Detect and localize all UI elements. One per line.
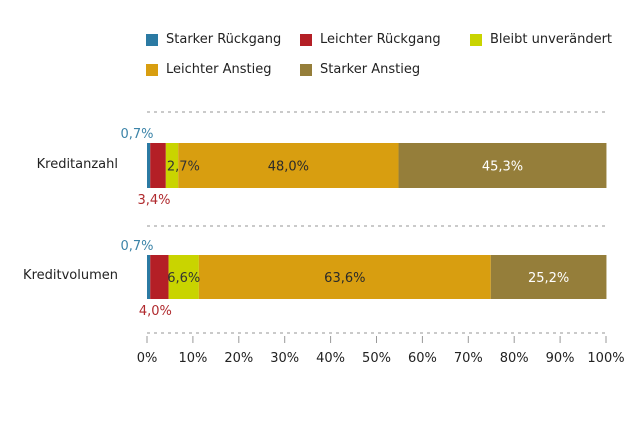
legend-label: Leichter Anstieg	[166, 62, 272, 77]
x-tick-label: 40%	[316, 351, 345, 366]
x-tick-label: 100%	[587, 351, 624, 366]
segment-label: 63,6%	[324, 271, 365, 286]
category-label: Kreditvolumen	[23, 268, 118, 283]
segment-label: 4,0%	[139, 304, 172, 319]
legend-item: Starker Rückgang	[146, 32, 281, 47]
bar-segment	[165, 143, 179, 188]
legend-item: Bleibt unverändert	[470, 32, 612, 47]
bar-segment	[198, 255, 491, 299]
legend-swatch	[470, 33, 482, 46]
x-tick-label: 90%	[546, 351, 575, 366]
legend-swatch	[300, 63, 312, 76]
segment-label: 2,7%	[167, 160, 200, 175]
segment-label: 6,6%	[167, 271, 200, 286]
segment-label: 3,4%	[138, 193, 171, 208]
x-tick-label: 80%	[500, 351, 529, 366]
legend-label: Starker Anstieg	[320, 62, 421, 77]
bars	[147, 143, 607, 299]
x-axis: 0% 10% 20% 30% 40% 50% 60% 70% 80% 90% 100%	[137, 332, 625, 366]
legend-swatch	[146, 63, 158, 76]
x-tick-label: 60%	[408, 351, 437, 366]
bar-segment	[147, 143, 151, 188]
segment-labels: 0,7% 3,4% 2,7% 48,0% 45,3% 0,7% 4,0% 6,6% 63,6% 2…	[120, 127, 569, 319]
bar-segment	[150, 143, 166, 188]
legend-label: Bleibt unverändert	[490, 32, 613, 47]
x-tick-label: 20%	[224, 351, 253, 366]
legend-item: Leichter Anstieg	[146, 62, 271, 77]
legend-swatch	[300, 33, 312, 46]
x-tick-label: 10%	[178, 351, 207, 366]
x-tick-label: 50%	[362, 351, 391, 366]
bar-segment	[398, 143, 607, 188]
x-tick-label: 70%	[454, 351, 483, 366]
x-tick-label: 30%	[270, 351, 299, 366]
bar-segment	[150, 255, 169, 299]
segment-label: 48,0%	[268, 160, 309, 175]
bar-segment	[490, 255, 607, 299]
x-tick-label: 0%	[137, 351, 158, 366]
legend-item: Leichter Rückgang	[300, 32, 441, 47]
bar-segment	[168, 255, 199, 299]
legend-label: Starker Rückgang	[166, 32, 282, 47]
segment-label: 45,3%	[482, 160, 523, 175]
bar-segment	[178, 143, 399, 188]
segment-label: 0,7%	[120, 127, 153, 142]
segment-label: 0,7%	[120, 239, 153, 254]
segment-label: 25,2%	[528, 271, 569, 286]
category-label: Kreditanzahl	[36, 156, 118, 172]
legend-label: Leichter Rückgang	[320, 32, 441, 47]
legend-swatch	[146, 33, 158, 46]
bar-segment	[147, 255, 151, 299]
legend-item: Starker Anstieg	[300, 62, 420, 77]
